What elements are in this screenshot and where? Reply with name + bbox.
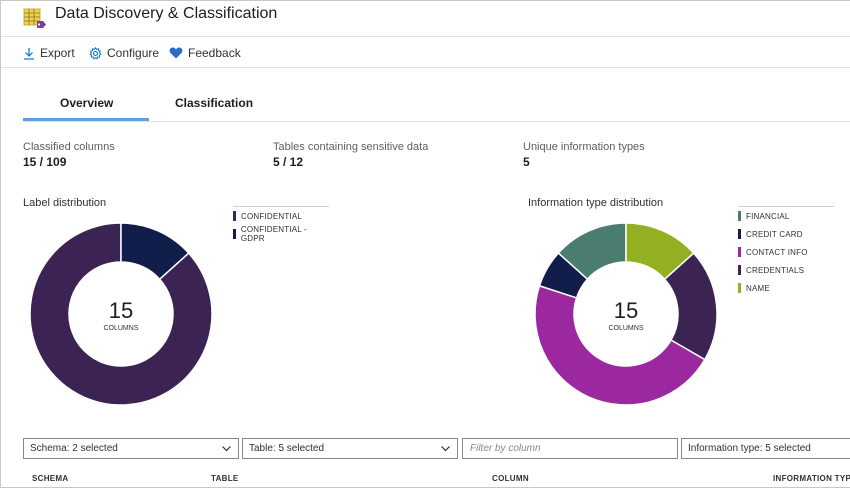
table-filter-value: Table: 5 selected <box>249 443 325 454</box>
unique-types-label: Unique information types <box>523 141 645 153</box>
legend-item-confidential-gdpr[interactable]: CONFIDENTIAL - GDPR <box>233 225 329 243</box>
legend-label: FINANCIAL <box>746 211 790 221</box>
download-icon <box>24 47 34 60</box>
info-type-distribution-legend: FINANCIAL CREDIT CARD CONTACT INFO CREDENTI… <box>738 206 834 297</box>
page-title: Data Discovery & Classification <box>55 5 278 22</box>
title-bar: Data Discovery & Classification <box>1 1 850 37</box>
tab-classification[interactable]: Classification <box>175 96 254 110</box>
tab-selected-indicator <box>23 118 149 121</box>
export-label: Export <box>40 46 75 60</box>
legend-label: CONFIDENTIAL - GDPR <box>240 225 307 243</box>
legend-label: CREDIT CARD <box>746 229 803 239</box>
donut-segment-confidential-gdpr[interactable] <box>120 222 190 281</box>
legend-item-name[interactable]: NAME <box>738 279 834 297</box>
legend-item-credentials[interactable]: CREDENTIALS <box>738 261 834 279</box>
legend-swatch <box>738 283 741 293</box>
tables-sensitive-value: 5 / 12 <box>273 155 304 169</box>
information-type-filter-dropdown[interactable]: Information type: 5 selected <box>681 438 850 459</box>
label-distribution-center-label: COLUMNS <box>103 325 138 332</box>
info-type-distribution-title: Information type distribution <box>528 197 664 209</box>
donut-segment-name[interactable] <box>625 222 695 281</box>
legend-label: CONTACT INFO <box>746 247 808 257</box>
schema-filter-dropdown[interactable]: Schema: 2 selected <box>23 438 239 459</box>
chevron-down-icon <box>441 446 450 452</box>
table-filter-dropdown[interactable]: Table: 5 selected <box>242 438 458 459</box>
legend-swatch <box>233 229 236 239</box>
classified-columns-value: 15 / 109 <box>23 155 67 169</box>
chevron-down-icon <box>222 446 231 452</box>
information-type-filter-value: Information type: 5 selected <box>688 443 811 454</box>
legend-swatch <box>738 211 741 221</box>
legend-item-confidential[interactable]: CONFIDENTIAL <box>233 207 329 225</box>
legend-swatch <box>738 265 741 275</box>
column-filter-input[interactable] <box>462 438 678 459</box>
feedback-button[interactable]: Feedback <box>169 44 241 62</box>
column-header-schema[interactable]: SCHEMA <box>32 474 69 483</box>
schema-filter-value: Schema: 2 selected <box>30 443 118 454</box>
tabs-divider <box>23 121 850 122</box>
label-distribution-title: Label distribution <box>23 197 107 209</box>
legend-label: NAME <box>746 283 770 293</box>
legend-label: CONFIDENTIAL <box>241 211 303 221</box>
column-header-table[interactable]: TABLE <box>211 474 239 483</box>
classified-columns-label: Classified columns <box>23 141 115 153</box>
column-header-information-type[interactable]: INFORMATION TYPE <box>773 474 850 483</box>
legend-swatch <box>738 247 741 257</box>
gear-icon <box>89 46 102 60</box>
legend-label: CREDENTIALS <box>746 265 805 275</box>
info-type-distribution-donut: 15 COLUMNS <box>534 222 718 406</box>
column-header-column[interactable]: COLUMN <box>492 474 529 483</box>
heart-icon <box>169 47 183 59</box>
info-type-distribution-center-label: COLUMNS <box>608 325 643 332</box>
legend-item-contact-info[interactable]: CONTACT INFO <box>738 243 834 261</box>
legend-item-credit-card[interactable]: CREDIT CARD <box>738 225 834 243</box>
label-distribution-donut: 15 COLUMNS <box>29 222 213 406</box>
feedback-label: Feedback <box>188 46 241 60</box>
tab-overview[interactable]: Overview <box>60 96 114 110</box>
donut-segment-contact-info[interactable] <box>534 284 706 406</box>
toolbar: Export Configure Feedback <box>1 37 850 68</box>
legend-item-financial[interactable]: FINANCIAL <box>738 207 834 225</box>
data-classification-icon <box>23 8 46 28</box>
configure-label: Configure <box>107 46 160 60</box>
info-type-distribution-center-value: 15 <box>614 298 638 323</box>
label-distribution-legend: CONFIDENTIAL CONFIDENTIAL - GDPR <box>233 206 329 243</box>
donut-segment-confidential[interactable] <box>29 222 213 406</box>
legend-swatch <box>233 211 236 221</box>
configure-button[interactable]: Configure <box>89 44 159 62</box>
export-button[interactable]: Export <box>23 44 75 62</box>
legend-swatch <box>738 229 741 239</box>
unique-types-value: 5 <box>523 155 530 169</box>
label-distribution-center-value: 15 <box>109 298 133 323</box>
tables-sensitive-label: Tables containing sensitive data <box>273 141 429 153</box>
